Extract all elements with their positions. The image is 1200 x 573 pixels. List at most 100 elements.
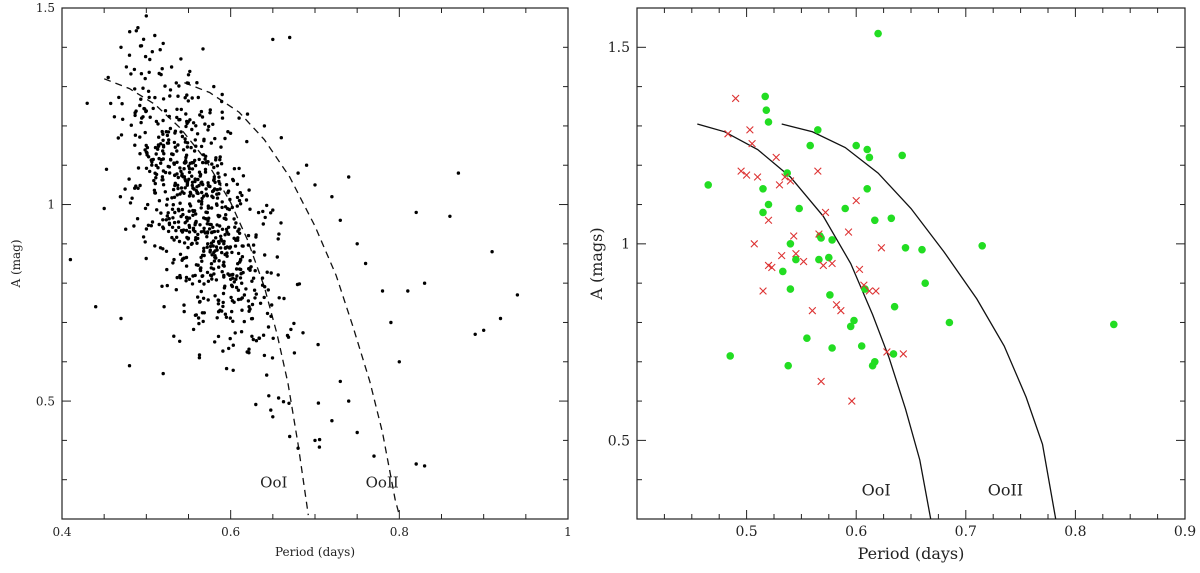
data-point bbox=[179, 130, 183, 134]
data-point bbox=[160, 284, 164, 288]
data-point bbox=[156, 147, 160, 151]
data-point bbox=[191, 226, 196, 230]
data-point bbox=[173, 173, 177, 177]
data-point bbox=[150, 50, 154, 54]
data-point-x bbox=[786, 177, 795, 185]
data-point bbox=[200, 199, 204, 204]
data-point-x bbox=[775, 181, 784, 189]
data-point bbox=[235, 274, 239, 278]
data-point bbox=[271, 415, 275, 419]
data-point bbox=[296, 171, 300, 175]
data-point bbox=[198, 268, 203, 273]
data-point bbox=[202, 139, 206, 143]
data-point bbox=[216, 229, 220, 233]
data-point bbox=[176, 175, 180, 180]
x-tick-label: 0.9 bbox=[1174, 524, 1196, 540]
data-point bbox=[218, 187, 222, 191]
data-point-x bbox=[792, 249, 800, 258]
data-point bbox=[256, 210, 261, 215]
data-point bbox=[180, 258, 184, 262]
data-point bbox=[295, 282, 300, 287]
data-point bbox=[138, 135, 142, 139]
data-point bbox=[422, 464, 427, 468]
data-point bbox=[226, 189, 231, 193]
data-point bbox=[498, 316, 503, 321]
data-point bbox=[210, 277, 214, 281]
data-point bbox=[184, 264, 189, 268]
plot-frame bbox=[61, 7, 569, 520]
data-point bbox=[185, 141, 190, 145]
data-point bbox=[236, 236, 240, 240]
data-point bbox=[202, 249, 206, 253]
data-point bbox=[156, 122, 160, 126]
curve-ooi bbox=[103, 78, 309, 516]
data-point bbox=[247, 351, 251, 355]
data-point bbox=[170, 196, 174, 200]
data-point bbox=[172, 195, 177, 199]
data-point-x bbox=[748, 139, 756, 148]
data-point bbox=[171, 187, 176, 192]
data-point bbox=[221, 304, 225, 309]
data-point bbox=[254, 402, 258, 407]
data-point bbox=[212, 229, 217, 234]
data-point bbox=[245, 139, 249, 144]
data-point bbox=[347, 399, 351, 403]
data-point-circle bbox=[764, 200, 773, 209]
data-point bbox=[157, 156, 161, 161]
data-point bbox=[233, 225, 237, 229]
data-point-x bbox=[855, 265, 864, 274]
data-point bbox=[154, 176, 158, 180]
data-point-x bbox=[844, 228, 853, 236]
data-point bbox=[167, 114, 171, 119]
data-point bbox=[186, 99, 190, 103]
data-point bbox=[185, 93, 189, 97]
data-point bbox=[185, 119, 189, 124]
data-point bbox=[330, 419, 334, 423]
data-point bbox=[210, 253, 214, 257]
data-point bbox=[143, 240, 147, 244]
data-point bbox=[313, 438, 317, 443]
data-point bbox=[165, 267, 169, 272]
data-point-x bbox=[828, 259, 836, 268]
data-point bbox=[147, 95, 151, 100]
data-point bbox=[146, 223, 151, 227]
data-point bbox=[153, 244, 157, 248]
curve-label-ooi: OoI bbox=[260, 474, 287, 492]
data-point-x bbox=[821, 208, 830, 217]
data-point bbox=[94, 305, 98, 309]
data-point bbox=[207, 216, 211, 220]
data-point bbox=[161, 218, 165, 222]
data-point bbox=[236, 288, 241, 292]
data-point bbox=[211, 122, 215, 127]
data-point-circle bbox=[978, 242, 986, 250]
y-tick-label: 0.5 bbox=[608, 433, 630, 449]
x-tick-label: 0.4 bbox=[52, 525, 71, 539]
data-point bbox=[224, 366, 229, 371]
data-point bbox=[143, 148, 147, 152]
data-point bbox=[187, 170, 192, 174]
data-point bbox=[134, 29, 138, 33]
data-point bbox=[203, 170, 208, 174]
data-point bbox=[229, 277, 233, 281]
data-point bbox=[254, 339, 259, 343]
data-point bbox=[253, 269, 257, 273]
data-point bbox=[422, 281, 427, 285]
data-point-circle bbox=[817, 234, 825, 242]
data-point bbox=[127, 53, 132, 57]
data-point bbox=[226, 130, 230, 134]
data-point bbox=[269, 408, 273, 412]
data-point-x bbox=[808, 306, 817, 315]
data-point bbox=[186, 237, 190, 241]
data-point bbox=[237, 116, 241, 120]
data-point bbox=[190, 167, 195, 171]
data-point bbox=[270, 356, 275, 360]
data-point-circle bbox=[1110, 320, 1118, 329]
data-point bbox=[196, 95, 200, 100]
data-point bbox=[197, 157, 201, 162]
data-point bbox=[276, 273, 280, 277]
data-point bbox=[144, 256, 148, 261]
data-point bbox=[260, 276, 265, 280]
data-point bbox=[132, 67, 137, 72]
data-point-x bbox=[764, 216, 773, 225]
data-point bbox=[156, 143, 161, 147]
